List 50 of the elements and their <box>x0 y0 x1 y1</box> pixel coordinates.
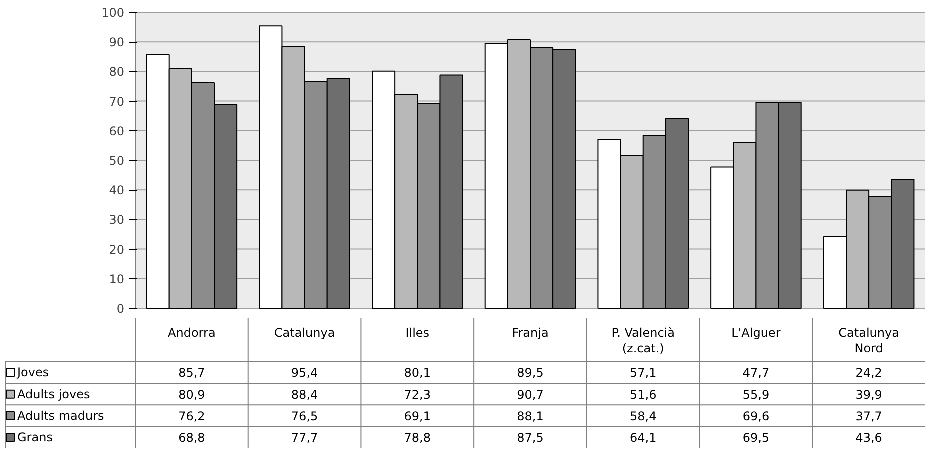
data-label: 69,6 <box>742 410 770 424</box>
data-label: 24,2 <box>856 366 882 380</box>
data-label: 55,9 <box>742 388 770 402</box>
x-tick-label: Catalunya Nord <box>838 326 900 356</box>
legend-label: Adults madurs <box>18 409 104 423</box>
y-tick-label: 20 <box>109 242 125 257</box>
data-label: 58,4 <box>630 410 657 424</box>
data-label: 88,4 <box>291 388 318 402</box>
data-label: 39,9 <box>856 388 882 402</box>
legend-label: Grans <box>18 430 53 445</box>
data-label: 69,1 <box>404 410 431 424</box>
y-tick-label: 90 <box>109 36 125 50</box>
data-label: 64,1 <box>630 431 657 446</box>
y-tick-label: 0 <box>116 302 125 316</box>
data-label: 77,7 <box>291 431 318 446</box>
data-label: 80,9 <box>178 388 206 402</box>
legend-label: Joves <box>16 366 50 380</box>
data-label: 47,7 <box>742 366 770 380</box>
data-label: 85,7 <box>178 366 206 380</box>
x-tick-label: Andorra <box>168 326 216 340</box>
data-label: 88,1 <box>517 410 544 424</box>
data-label: 37,7 <box>856 410 882 424</box>
data-label: 89,5 <box>517 366 544 380</box>
y-tick-label: 100 <box>102 6 124 20</box>
x-tick-label: Catalunya <box>274 326 336 340</box>
data-label: 90,7 <box>517 388 544 402</box>
data-label: 87,5 <box>517 431 544 446</box>
data-label: 78,8 <box>404 431 431 446</box>
data-label: 69,5 <box>742 431 770 446</box>
y-tick-label: 40 <box>109 184 125 198</box>
x-tick-label: P. Valencià (z.cat.) <box>612 326 675 356</box>
data-label: 72,3 <box>404 388 431 402</box>
data-label: 68,8 <box>178 431 206 446</box>
data-label: 95,4 <box>291 366 318 380</box>
x-tick-label: Illes <box>406 326 430 340</box>
y-tick-label: 70 <box>109 94 125 109</box>
x-tick-label: L'Alguer <box>732 326 781 340</box>
data-label: 51,6 <box>630 388 657 402</box>
data-label: 43,6 <box>856 431 882 446</box>
data-label: 76,5 <box>291 410 318 424</box>
data-label: 80,1 <box>404 366 431 380</box>
data-label: 76,2 <box>178 410 206 424</box>
data-label: 57,1 <box>630 366 657 380</box>
x-tick-label: Franja <box>512 326 549 340</box>
legend-label: Adults joves <box>18 387 90 402</box>
y-tick-label: 60 <box>109 124 125 138</box>
y-tick-label: 10 <box>109 272 125 286</box>
y-tick-label: 50 <box>109 154 125 168</box>
y-tick-label: 30 <box>109 213 125 228</box>
y-tick-label: 80 <box>109 65 125 80</box>
